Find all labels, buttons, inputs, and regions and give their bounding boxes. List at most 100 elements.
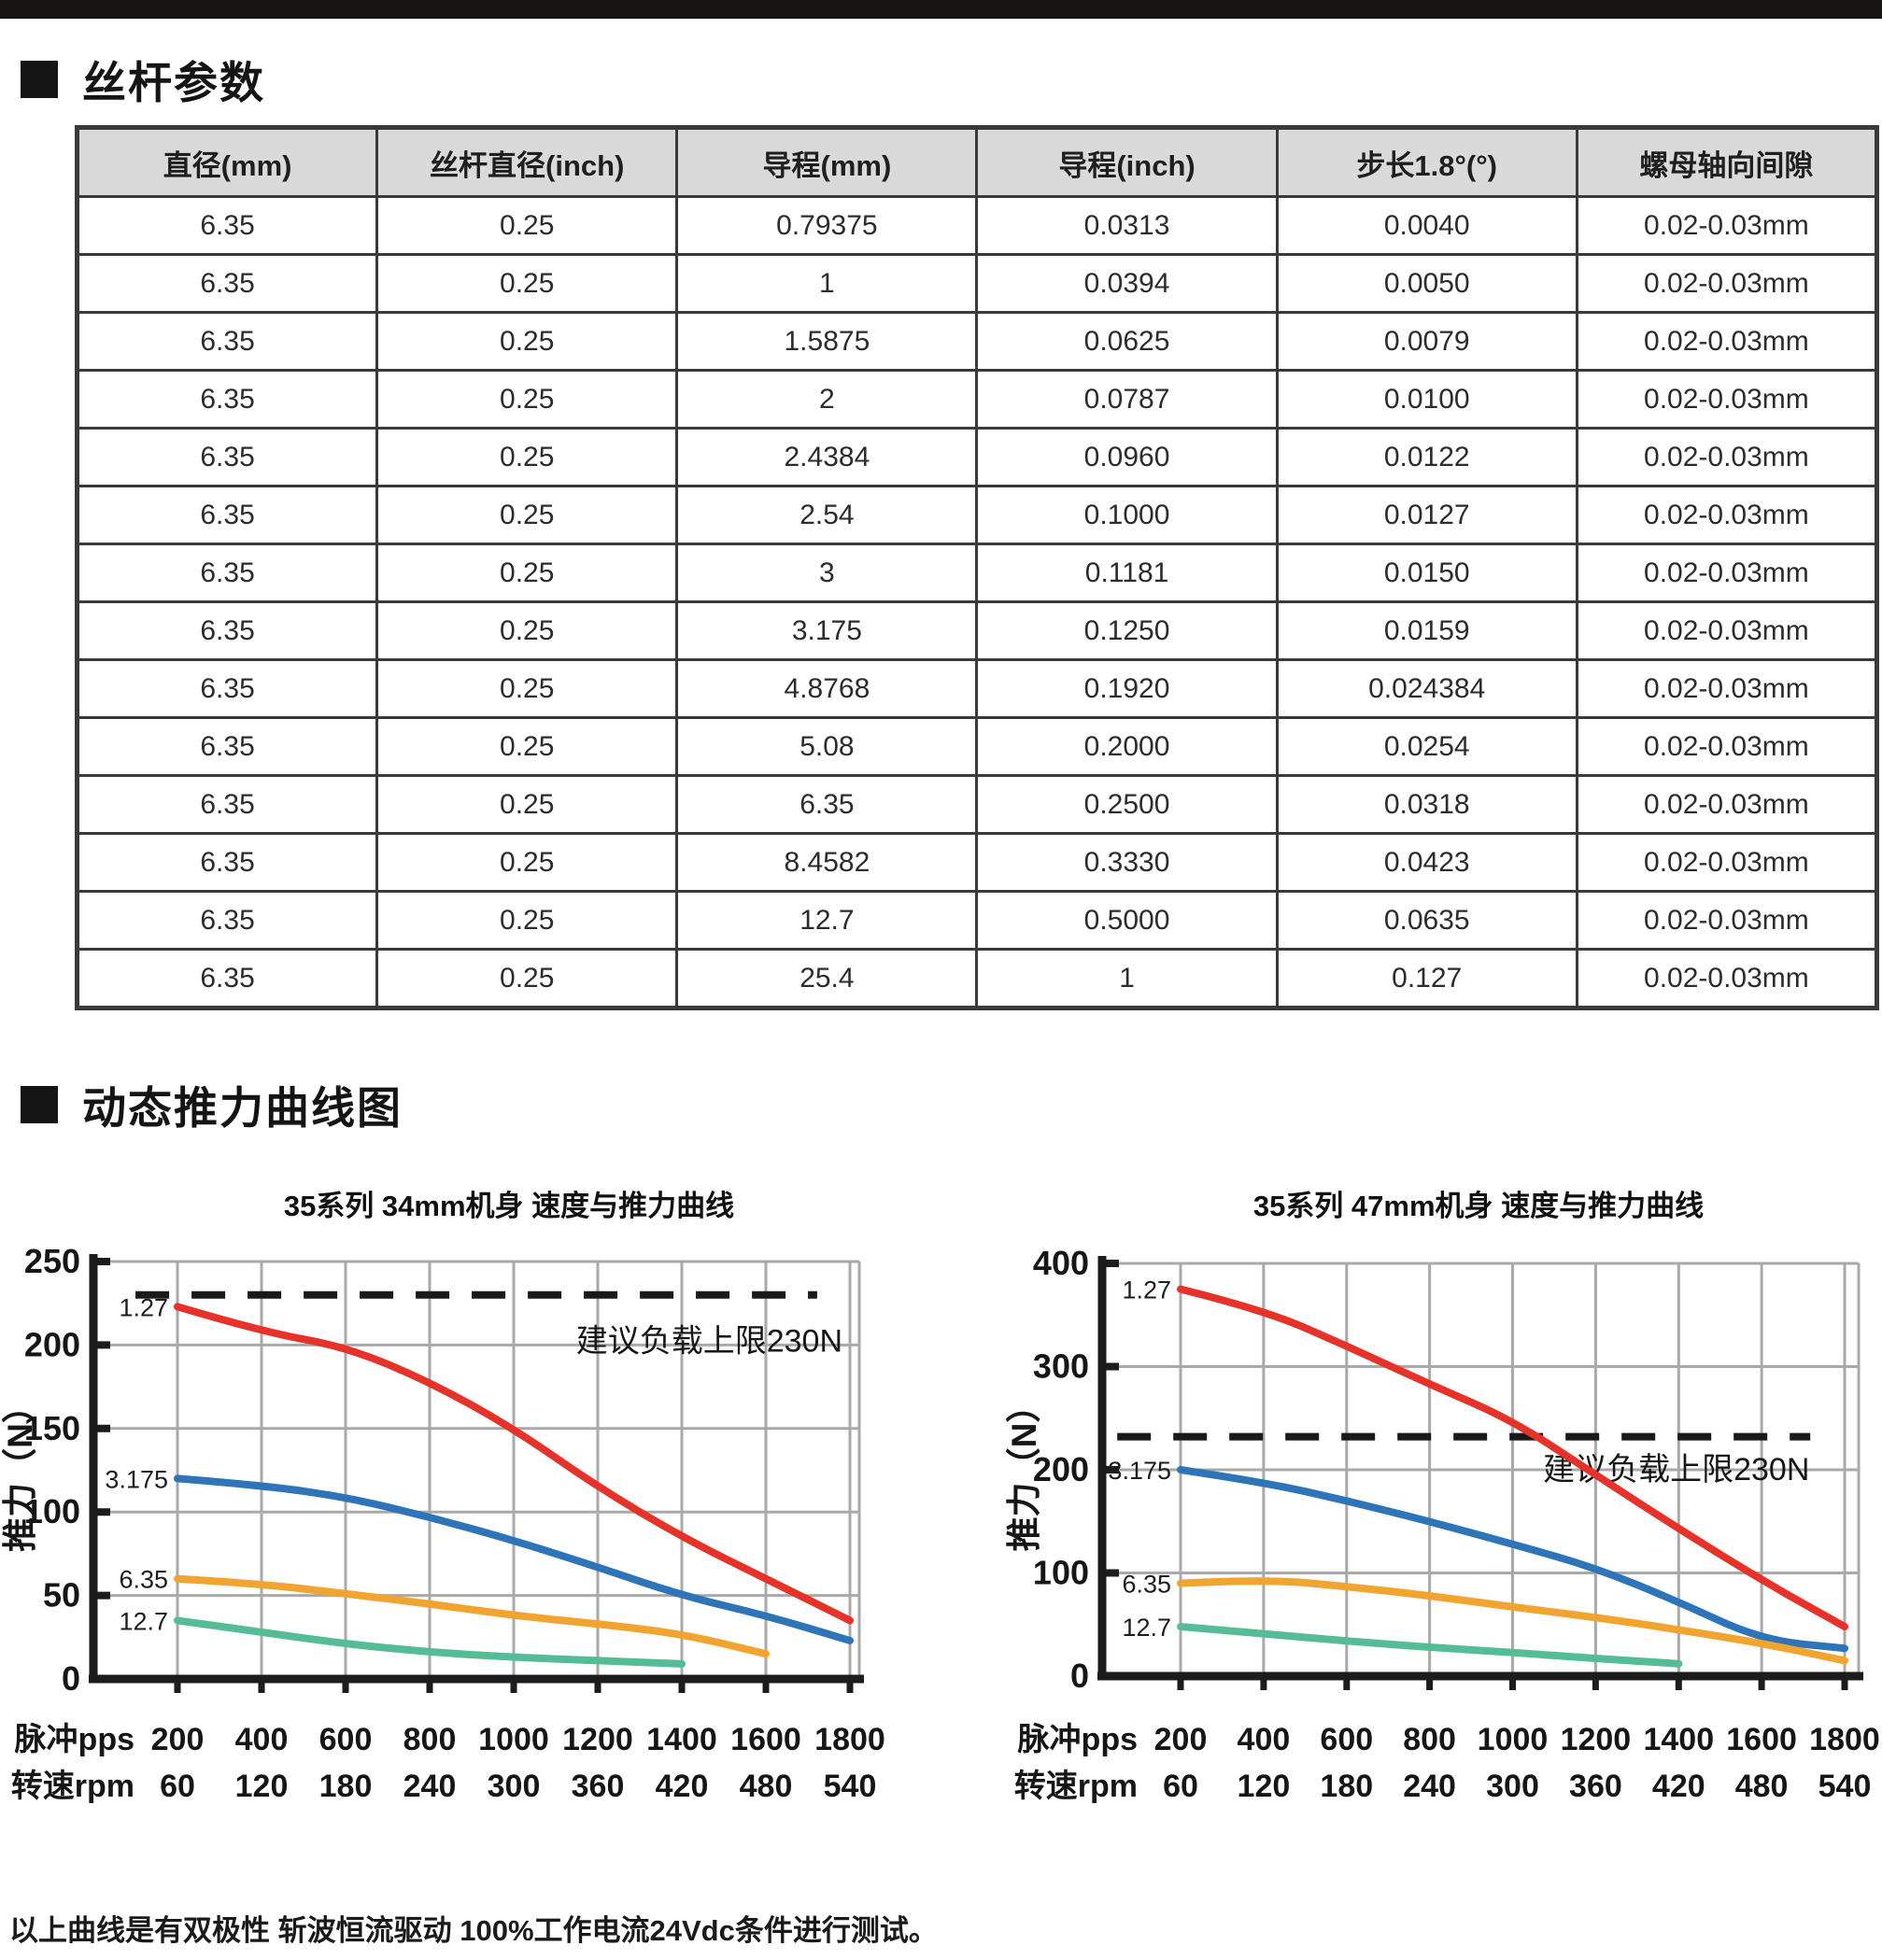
table-cell: 0.25 [375,427,679,487]
thrust-chart-34mm: 0 50 100 150 200 250 推力（N） 建议负载上限230N 1.27 3.175 6… [1,1242,885,1804]
x-axis-name: 脉冲pps [1018,1722,1138,1757]
x-value-label: 540 [1818,1769,1872,1804]
table-cell: 0.25 [375,253,679,314]
x-value-label: 540 [824,1769,877,1804]
table-cell: 0.0625 [975,311,1279,372]
table-row: 6.35 0.25 5.08 0.2000 0.0254 0.02-0.03mm [75,716,1879,777]
chart-title-34mm: 35系列 34mm机身 速度与推力曲线 [283,1190,735,1222]
table-cell: 0.0394 [975,253,1279,314]
table-row: 6.35 0.25 2 0.0787 0.0100 0.02-0.03mm [75,369,1879,430]
test-condition-footnote: 以上曲线是有双极性 斩波恒流驱动 100%工作电流24Vdc条件进行测试。 [9,1914,938,1947]
table-cell: 2.54 [675,485,979,545]
section-title-screw-params: 丝杆参数 [21,47,265,111]
series-curve-3.175 [174,1474,854,1644]
table-cell: 0.0960 [975,427,1279,487]
y-tick-label: 400 [1033,1244,1089,1282]
x-axis-name: 转速rpm [1014,1769,1138,1804]
table-cell: 0.2000 [975,716,1279,777]
column-header: 步长1.8°(°) [1275,126,1578,198]
y-tick-label: 100 [1033,1554,1089,1592]
table-cell: 0.02-0.03mm [1575,485,1879,545]
table-cell: 6.35 [75,948,379,1009]
square-bullet-icon [21,1085,58,1123]
series-curve-3.175 [1177,1466,1848,1653]
series-label-12.7: 12.7 [119,1607,168,1635]
x-value-label: 800 [1403,1722,1456,1757]
column-header: 丝杆直径(inch) [375,126,679,198]
table-cell: 0.3330 [975,832,1279,893]
x-value-label: 600 [319,1722,373,1757]
table-cell: 1 [675,253,979,314]
series-label-6.35: 6.35 [1122,1571,1171,1599]
table-cell: 0.02-0.03mm [1575,427,1879,487]
x-value-label: 300 [488,1769,541,1804]
x-value-label: 1400 [1643,1722,1714,1757]
table-cell: 0.0635 [1275,890,1578,951]
x-value-label: 1600 [1726,1722,1797,1757]
table-cell: 1.5875 [675,311,979,372]
series-curve-1.27 [174,1303,854,1625]
table-cell: 0.0079 [1275,311,1578,372]
y-tick-label: 200 [24,1325,80,1363]
table-cell: 0.25 [375,658,679,719]
table-cell: 0.79375 [675,195,979,256]
x-value-label: 420 [1652,1769,1705,1804]
x-axis-name: 脉冲pps [15,1722,134,1757]
x-value-label: 1800 [1809,1722,1880,1757]
table-cell: 0.25 [375,600,679,661]
y-tick-label: 0 [62,1659,80,1698]
table-cell: 0.25 [375,832,679,893]
x-value-label: 60 [1163,1769,1198,1804]
series-label-3.175: 3.175 [105,1465,168,1493]
x-value-label: 480 [740,1769,793,1804]
x-value-label: 240 [1403,1769,1456,1804]
table-header: 直径(mm) 丝杆直径(inch) 导程(mm) 导程(inch) 步长1.8°(°) 螺… [75,126,1879,198]
table-cell: 6.35 [75,369,379,430]
y-tick-label: 0 [1070,1657,1089,1695]
section-title-thrust-curves: 动态推力曲线图 [21,1072,403,1136]
table-cell: 0.0159 [1275,600,1578,661]
x-value-label: 400 [1238,1722,1291,1757]
table-cell: 6.35 [75,716,379,777]
series-label-3.175: 3.175 [1108,1457,1171,1485]
y-tick-label: 200 [1033,1450,1089,1488]
table-cell: 0.1250 [975,600,1279,661]
table-row: 6.35 0.25 6.35 0.2500 0.0318 0.02-0.03mm [75,774,1879,835]
table-cell: 0.0127 [1275,485,1578,545]
column-header: 导程(inch) [975,126,1279,198]
chart-title-47mm: 35系列 47mm机身 速度与推力曲线 [1252,1190,1705,1222]
series-label-1.27: 1.27 [1122,1276,1171,1304]
table-row: 6.35 0.25 2.4384 0.0960 0.0122 0.02-0.03mm [75,427,1879,487]
table-cell: 6.35 [75,311,379,372]
section2-title-text: 动态推力曲线图 [82,1083,403,1133]
table-cell: 25.4 [675,948,979,1009]
table-cell: 2.4384 [675,427,979,487]
series-curve-12.7 [1177,1623,1683,1668]
x-value-label: 120 [235,1769,289,1804]
series-curve-1.27 [1177,1285,1848,1630]
x-value-label: 1000 [1478,1722,1549,1757]
table-cell: 0.02-0.03mm [1575,253,1879,314]
table-cell: 0.02-0.03mm [1575,600,1879,661]
top-black-bar [0,0,1882,19]
column-header: 螺母轴向间隙 [1575,126,1879,198]
x-value-label: 800 [403,1722,457,1757]
table-cell: 0.0313 [975,195,1279,256]
table-cell: 0.0150 [1275,543,1578,603]
table-cell: 0.25 [375,485,679,545]
table-cell: 0.02-0.03mm [1575,774,1879,835]
table-cell: 0.02-0.03mm [1575,195,1879,256]
y-axis-title: 推力（N） [1,1389,39,1552]
table-cell: 0.25 [375,774,679,835]
table-cell: 5.08 [675,716,979,777]
table-row: 6.35 0.25 1.5875 0.0625 0.0079 0.02-0.03mm [75,311,1879,372]
table-cell: 6.35 [75,253,379,314]
table-cell: 0.0423 [1275,832,1578,893]
table-cell: 2 [675,369,979,430]
table-body: 6.35 0.25 0.79375 0.0313 0.0040 0.02-0.03mm 6.… [75,195,1879,1009]
table-cell: 0.25 [375,716,679,777]
series-curve-6.35 [174,1574,770,1658]
table-cell: 0.25 [375,543,679,603]
table-cell: 0.0122 [1275,427,1578,487]
